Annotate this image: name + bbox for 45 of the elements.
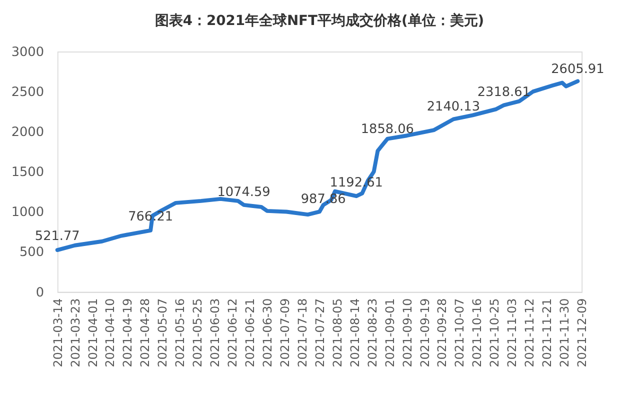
x-tick-label: 2021-11-03 [505,298,520,368]
x-tick-label: 2021-09-19 [418,298,432,368]
x-tick-label: 2021-07-27 [312,298,327,368]
x-tick-label: 2021-10-16 [470,298,484,368]
x-tick-label: 2021-03-23 [68,298,82,368]
x-tick-label: 2021-04-01 [86,298,100,368]
x-tick-label: 2021-11-30 [558,298,572,368]
x-tick-label: 2021-04-19 [120,298,135,368]
x-tick-label: 2021-10-07 [452,298,467,368]
x-tick-label: 2021-10-25 [488,298,502,368]
annotation: 521.77 [34,229,80,244]
y-tick-label: 2500 [11,85,44,100]
x-tick-label: 2021-04-10 [103,298,118,368]
x-tick-label: 2021-08-23 [365,298,380,368]
x-tick-label: 2021-05-25 [190,298,205,368]
x-tick-label: 2021-03-14 [50,298,65,368]
x-tick-label: 2021-07-09 [278,298,292,368]
annotation: 2605.91 [551,62,604,78]
x-tick-label: 2021-11-21 [540,298,554,368]
x-tick-label: 2021-12-09 [575,298,590,368]
x-tick-label: 2021-09-28 [435,298,450,368]
x-tick-label: 2021-07-18 [295,298,310,368]
x-tick-label: 2021-05-07 [156,298,170,368]
x-tick-label: 2021-11-12 [522,298,537,368]
x-tick-label: 2021-08-05 [330,298,344,368]
x-tick-label: 2021-06-12 [226,298,240,368]
annotation: 1858.06 [360,122,414,138]
x-tick-label: 2021-09-01 [382,298,397,368]
y-tick-label: 3000 [11,44,44,60]
x-tick-label: 2021-04-28 [138,298,152,368]
x-tick-label: 2021-06-30 [260,298,274,368]
annotation: 2318.61 [477,85,530,100]
y-tick-label: 0 [36,285,44,300]
y-tick-label: 1000 [11,205,44,220]
x-tick-label: 2021-06-21 [243,298,258,368]
x-tick-label: 2021-05-16 [173,298,188,368]
annotation: 1074.59 [217,184,270,200]
x-tick-label: 2021-09-10 [400,298,414,368]
y-tick-label: 1500 [11,165,44,180]
annotation: 2140.13 [426,99,480,114]
chart-title: 图表4：2021年全球NFT平均成交价格(单位：美元) [154,12,484,29]
x-tick-label: 2021-08-14 [348,298,362,368]
y-tick-label: 2000 [11,125,44,140]
y-tick-label: 500 [20,245,44,260]
x-tick-label: 2021-06-03 [208,298,222,368]
